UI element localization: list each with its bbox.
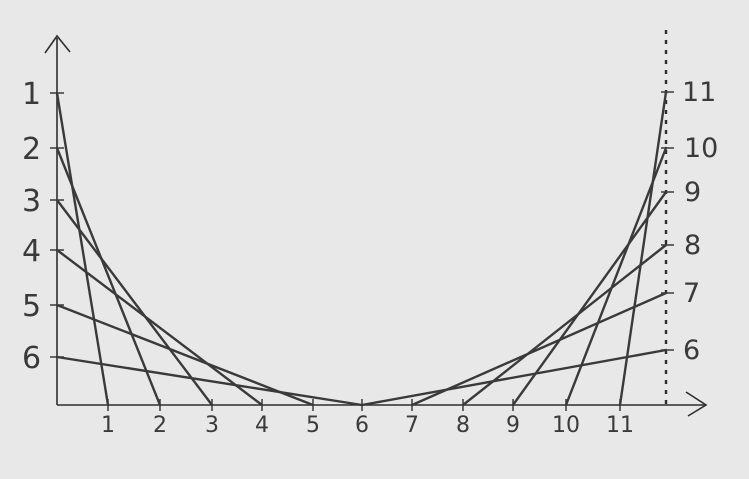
left-axis-label-1: 1 xyxy=(22,77,41,112)
vertical-axis-arrowhead xyxy=(44,34,71,54)
right-axis-label-8: 8 xyxy=(684,230,701,261)
bottom-axis-label-2: 2 xyxy=(153,413,167,438)
string-line-right-7-to-7 xyxy=(410,291,668,407)
labels-group: 1 2 3 4 5 6 11 10 9 8 7 6 1 2 3 4 5 6 7 8 9 10 11 xyxy=(22,77,718,438)
string-line-left-5-to-5 xyxy=(55,303,315,407)
horizontal-axis-arrowhead xyxy=(685,391,708,417)
right-axis-label-11: 11 xyxy=(682,77,716,108)
right-axis-label-9: 9 xyxy=(684,177,701,208)
bottom-axis-label-4: 4 xyxy=(255,413,269,438)
string-line-left-2-to-2 xyxy=(55,146,162,407)
string-line-right-10-to-10 xyxy=(564,146,668,407)
bottom-axis-label-7: 7 xyxy=(405,413,419,438)
string-line-left-1-to-1 xyxy=(55,91,110,407)
string-lines-group xyxy=(55,90,668,407)
left-axis-label-6: 6 xyxy=(22,341,41,376)
bottom-axis-label-3: 3 xyxy=(205,413,219,438)
right-axis-label-10: 10 xyxy=(684,133,718,164)
left-axis-label-4: 4 xyxy=(22,234,41,269)
right-axis-label-6: 6 xyxy=(683,335,700,366)
string-line-left-4-to-4 xyxy=(55,248,264,407)
left-axis-label-5: 5 xyxy=(22,289,41,324)
bottom-axis-label-1: 1 xyxy=(101,413,115,438)
string-line-right-8-to-8 xyxy=(461,243,668,407)
bottom-axis-label-5: 5 xyxy=(306,413,320,438)
bottom-axis-label-11: 11 xyxy=(606,413,634,438)
bottom-axis-label-10: 10 xyxy=(552,413,580,438)
left-axis-label-2: 2 xyxy=(22,132,41,167)
string-line-left-3-to-3 xyxy=(55,198,214,407)
bottom-axis-label-6: 6 xyxy=(355,413,369,438)
bottom-axis-label-9: 9 xyxy=(506,413,520,438)
left-axis-label-3: 3 xyxy=(22,184,41,219)
string-line-left-6-to-6 xyxy=(55,355,364,407)
string-line-right-11-to-11 xyxy=(618,90,668,407)
string-line-right-9-to-9 xyxy=(511,190,668,407)
right-axis-label-7: 7 xyxy=(683,278,700,309)
string-line-right-6-to-6 xyxy=(360,348,668,407)
bottom-axis-label-8: 8 xyxy=(456,413,470,438)
